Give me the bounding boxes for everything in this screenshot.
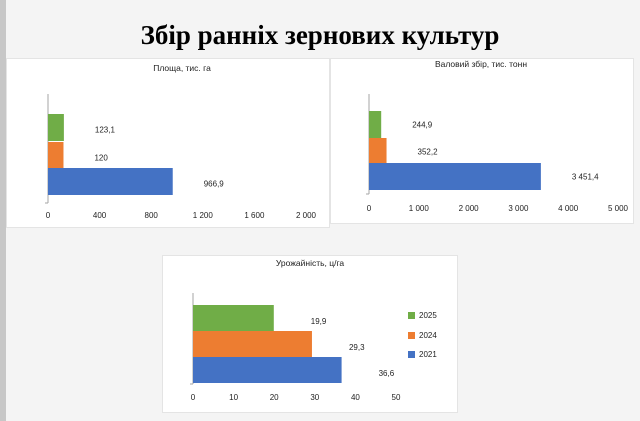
x-tick-label: 3 000 (508, 204, 529, 213)
window-edge (0, 0, 6, 421)
legend-swatch-2024 (408, 332, 415, 339)
x-tick-label: 0 (46, 211, 51, 220)
data-label-2024: 120 (94, 154, 108, 163)
chart-gross-yield: Валовий збір, тис. тонн 244,9 352,2 3 451,4… (366, 59, 629, 213)
bar-2021 (369, 163, 541, 190)
x-tick-label: 30 (310, 393, 319, 402)
data-label-2024: 29,3 (349, 343, 365, 352)
chart-title: Площа, тис. га (153, 63, 211, 73)
legend-label-2024: 2024 (419, 331, 437, 340)
legend-swatch-2025 (408, 312, 415, 319)
x-tick-label: 1 600 (244, 211, 265, 220)
chart-title: Урожайність, ц/га (276, 258, 345, 268)
data-label-2021: 966,9 (204, 180, 225, 189)
x-tick-label: 4 000 (558, 204, 579, 213)
x-tick-label: 0 (191, 393, 196, 402)
x-tick-label: 0 (367, 204, 372, 213)
chart-title: Валовий збір, тис. тонн (435, 59, 527, 69)
legend-label-2025: 2025 (419, 311, 437, 320)
chart-productivity: Урожайність, ц/га 19,9 29,3 36,6 0 10 20 30 40 50… (190, 258, 437, 402)
chart-area: Площа, тис. га 123,1 120 966,9 0 400 800 1 200 1… (45, 63, 317, 220)
bar-2024 (369, 138, 387, 165)
x-tick-label: 2 000 (296, 211, 317, 220)
x-tick-label: 10 (229, 393, 238, 402)
chart-panel-productivity: Урожайність, ц/га 19,9 29,3 36,6 0 10 20 30 40 50… (162, 255, 458, 413)
data-label-2021: 3 451,4 (572, 173, 599, 182)
bar-2024 (48, 142, 64, 169)
bar-2024 (193, 331, 312, 357)
x-tick-label: 5 000 (608, 204, 629, 213)
x-tick-label: 1 000 (409, 204, 430, 213)
x-tick-label: 800 (145, 211, 159, 220)
x-tick-label: 1 200 (193, 211, 214, 220)
x-tick-label: 40 (351, 393, 360, 402)
legend-label-2021: 2021 (419, 350, 437, 359)
data-label-2021: 36,6 (379, 369, 395, 378)
x-tick-label: 2 000 (459, 204, 480, 213)
bar-2021 (193, 357, 342, 383)
data-label-2024: 352,2 (418, 148, 439, 157)
x-tick-label: 20 (270, 393, 279, 402)
chart-panel-area: Площа, тис. га 123,1 120 966,9 0 400 800 1 200 1… (6, 58, 330, 228)
data-label-2025: 123,1 (95, 126, 116, 135)
x-tick-label: 400 (93, 211, 107, 220)
bar-2025 (193, 305, 274, 331)
data-label-2025: 244,9 (412, 121, 433, 130)
x-tick-label: 50 (392, 393, 401, 402)
bar-2025 (48, 114, 64, 141)
bar-2025 (369, 111, 382, 138)
data-label-2025: 19,9 (311, 317, 327, 326)
legend-swatch-2021 (408, 351, 415, 358)
chart-panel-gross-yield: Валовий збір, тис. тонн 244,9 352,2 3 451,4… (330, 58, 634, 224)
page-title: Збір ранніх зернових культур (140, 20, 500, 50)
bar-2021 (48, 168, 173, 195)
